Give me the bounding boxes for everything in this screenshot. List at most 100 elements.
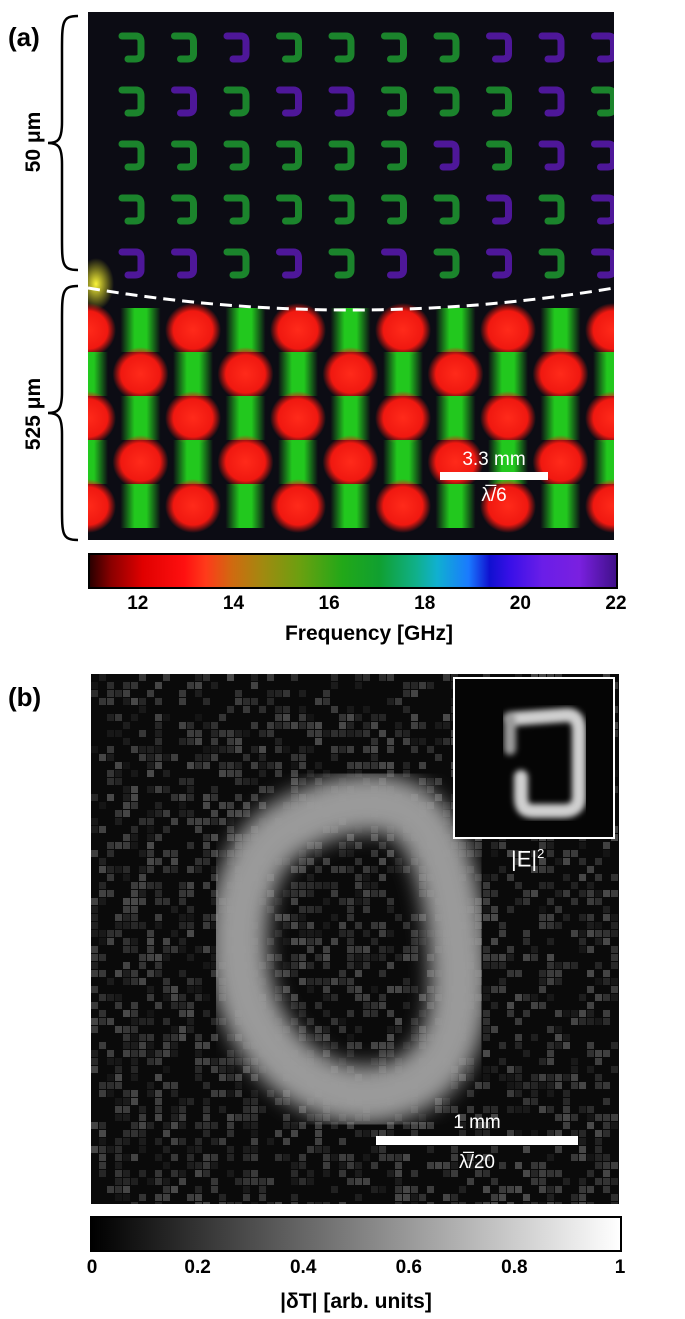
yellow-resonator [88,258,114,310]
resonator-green [593,440,614,484]
panel-b-thermal-map: |E|2 1 mm λ̅/20 [91,674,619,1204]
resonator-red [322,347,379,401]
scale-bar-b-lambda: λ̅/20 [459,1152,495,1173]
temperature-colorbar-tick: 0.6 [395,1257,423,1278]
resonator-ring [486,140,512,171]
resonator-red [375,303,431,357]
resonator-green [435,396,476,440]
resonator-ring [328,32,355,63]
resonator-green [540,308,581,352]
resonator-ring [381,140,407,171]
resonator-ring [223,194,250,225]
scale-bar-a-text: 3.3 mm [462,449,526,470]
thickness-label-bottom: 525 μm [22,377,45,451]
resonator-ring [591,194,614,225]
scale-bar-b-text: 1 mm [453,1112,501,1133]
resonator-green [278,352,318,396]
resonator-red [270,479,326,533]
resonator-red [165,303,221,357]
resonator-ring [381,194,407,225]
resonator-ring [591,32,614,63]
resonator-green [88,440,108,484]
resonator-ring [118,140,145,171]
resonator-green [488,352,528,396]
resonator-ring [223,140,250,171]
resonator-green [435,308,476,352]
temperature-colorbar-tick: 1 [614,1257,626,1278]
resonator-green [88,352,108,396]
scale-bar-b [376,1136,578,1145]
resonator-green [540,396,581,440]
resonator-red [165,479,221,533]
temperature-colorbar [90,1216,622,1252]
resonator-ring [223,248,250,279]
panel-a-frequency-map: 3.3 mm λ̅/6 [88,12,614,540]
resonator-red [532,435,589,489]
resonator-ring [486,32,512,63]
resonator-red [480,303,536,357]
resonator-ring [118,248,145,279]
resonator-red [322,435,379,489]
resonator-green [383,352,423,396]
resonator-green [225,308,266,352]
frequency-colorbar-tick: 16 [318,593,340,614]
resonator-green [593,352,614,396]
resonator-ring [328,248,355,279]
resonator-green [540,484,581,528]
resonator-red [375,479,431,533]
frequency-colorbar-tick: 14 [222,593,245,614]
resonator-ring [591,86,614,117]
resonator-red [270,391,326,445]
resonator-red [427,347,484,401]
resonator-ring [538,248,565,279]
resonator-ring [223,86,250,117]
resonator-ring [433,194,460,225]
resonator-red [585,479,614,533]
resonator-red [88,479,116,533]
temperature-colorbar-tick: 0.8 [501,1257,528,1278]
resonator-ring [171,86,197,117]
resonator-ring [171,32,197,63]
resonator-red [532,347,589,401]
resonator-ring [118,194,145,225]
resonator-red [585,303,614,357]
panel-a-label: (a) [8,22,40,52]
temperature-colorbar-tick: 0.4 [289,1257,317,1278]
inset-label: |E|2 [511,846,545,872]
resonator-ring [381,86,407,117]
resonator-ring [486,86,512,117]
resonator-green [120,484,161,528]
resonator-red [88,303,116,357]
resonator-ring [328,140,355,171]
resonator-red [375,391,431,445]
temperature-colorbar-title: |δT| [arb. units] [280,1290,432,1313]
resonator-ring [328,86,355,117]
resonator-ring [276,86,302,117]
scale-bar-a-lambda: λ̅/6 [481,485,507,506]
resonator-green [330,308,371,352]
resonator-green [383,440,423,484]
resonator-ring [591,248,614,279]
resonator-ring [381,32,407,63]
resonator-red [165,391,221,445]
scale-bar-a [440,472,548,480]
temperature-colorbar-tick: 0 [86,1257,98,1278]
resonator-green [225,484,266,528]
resonator-ring [433,140,460,171]
field-intensity-inset [453,677,615,839]
resonator-ring [328,194,355,225]
resonator-ring [118,32,145,63]
resonator-green [225,396,266,440]
resonator-red [88,391,116,445]
resonator-ring [486,248,512,279]
thickness-brace-top [47,14,79,272]
resonator-green [173,440,213,484]
frequency-colorbar-tick: 18 [414,593,436,614]
resonator-green [173,352,213,396]
frequency-colorbar-tick: 12 [127,593,149,614]
resonator-green [330,396,371,440]
resonator-ring [171,140,197,171]
frequency-colorbar-title: Frequency [GHz] [284,622,454,645]
resonator-ring [276,248,302,279]
resonator-ring [433,86,460,117]
